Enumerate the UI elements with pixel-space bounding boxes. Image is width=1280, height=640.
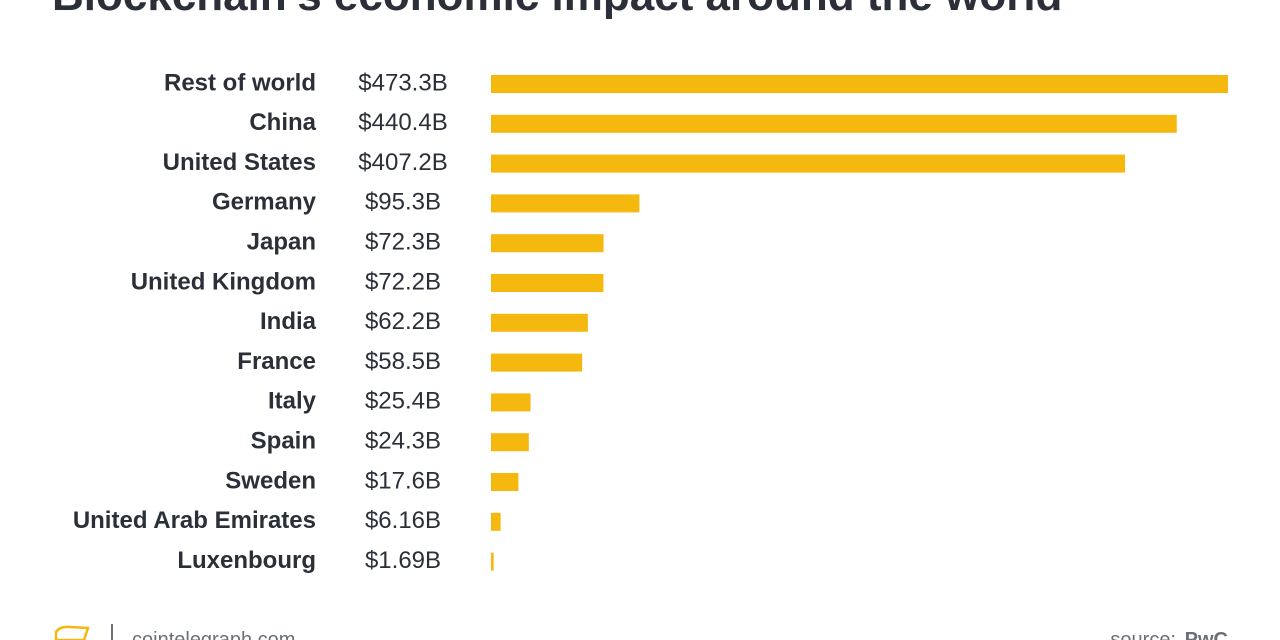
value-label: $17.6B: [365, 467, 441, 494]
value-label: $407.2B: [358, 149, 447, 176]
value-label: $440.4B: [358, 109, 447, 136]
logo: [54, 624, 113, 640]
category-label: Italy: [268, 388, 317, 415]
category-label: China: [249, 109, 316, 136]
category-label: India: [260, 308, 317, 335]
value-label: $95.3B: [365, 189, 441, 216]
bar: [491, 154, 1126, 173]
category-label: United Kingdom: [131, 268, 316, 295]
source-label: source:: [1110, 629, 1176, 640]
category-label: United Arab Emirates: [73, 507, 316, 534]
category-label: Germany: [212, 189, 317, 216]
site-credit: cointelegraph.com: [132, 629, 295, 640]
bar: [491, 75, 1228, 93]
category-label: Sweden: [225, 467, 316, 494]
value-label: $62.2B: [365, 308, 441, 335]
value-label: $1.69B: [365, 547, 441, 574]
bar: [491, 194, 640, 213]
category-label: Spain: [251, 428, 316, 455]
value-label: $58.5B: [365, 348, 441, 375]
category-label: United States: [163, 149, 316, 176]
chart-title: Blockchain's economic impact around the …: [52, 0, 1062, 20]
bar: [491, 433, 529, 452]
category-label: France: [237, 348, 316, 375]
bar: [491, 512, 501, 531]
source-name: PwC: [1185, 629, 1228, 640]
value-label: $25.4B: [365, 388, 441, 415]
bar: [491, 353, 583, 372]
value-label: $72.3B: [365, 229, 441, 256]
bar: [491, 393, 531, 412]
value-label: $6.16B: [365, 507, 441, 534]
bar: [491, 234, 604, 253]
bar: [491, 552, 494, 571]
category-label: Luxenbourg: [177, 547, 316, 574]
value-label: $72.2B: [365, 268, 441, 295]
value-label: $24.3B: [365, 428, 441, 455]
value-label: $473.3B: [358, 69, 447, 96]
bar: [491, 473, 519, 491]
category-label: Rest of world: [164, 69, 316, 96]
bar: [491, 114, 1177, 133]
bar: [491, 274, 604, 292]
logo-icon: [54, 625, 90, 640]
bar: [491, 313, 588, 332]
category-label: Japan: [247, 229, 316, 256]
